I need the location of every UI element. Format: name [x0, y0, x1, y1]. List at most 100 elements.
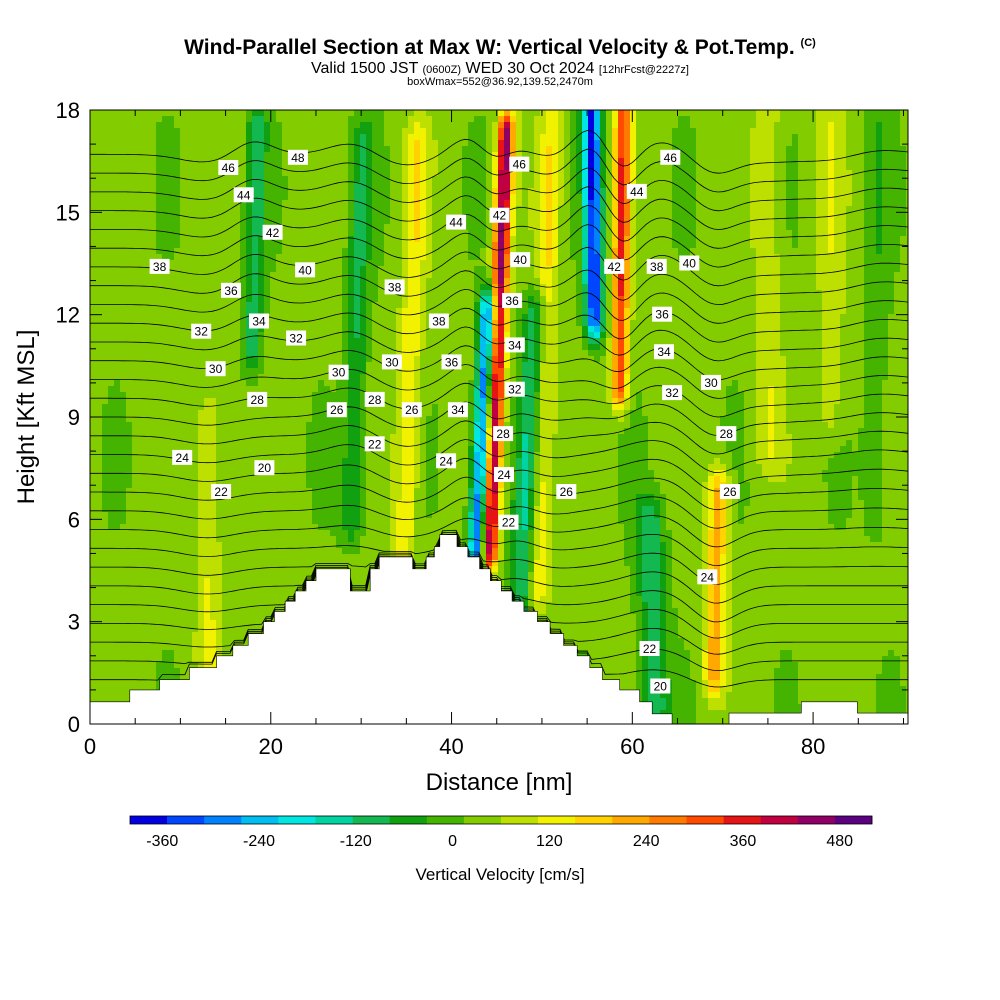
velocity-cell — [780, 140, 787, 147]
velocity-cell — [366, 320, 373, 327]
velocity-cell — [870, 116, 877, 123]
velocity-cell — [108, 110, 115, 117]
velocity-cell — [480, 236, 487, 243]
velocity-cell — [540, 278, 547, 285]
velocity-cell — [348, 146, 355, 153]
velocity-cell — [114, 314, 121, 321]
velocity-cell — [366, 230, 373, 237]
velocity-cell — [132, 206, 139, 213]
velocity-cell — [168, 170, 175, 177]
velocity-cell — [816, 116, 823, 123]
velocity-cell — [738, 152, 745, 159]
velocity-cell — [666, 182, 673, 189]
velocity-cell — [270, 278, 277, 285]
velocity-cell — [480, 152, 487, 159]
velocity-cell — [864, 290, 871, 297]
velocity-cell — [270, 302, 277, 309]
velocity-cell — [696, 224, 703, 231]
velocity-cell — [396, 152, 403, 159]
velocity-cell — [768, 110, 775, 117]
velocity-cell — [420, 260, 427, 267]
velocity-cell — [906, 296, 908, 303]
velocity-cell — [504, 248, 511, 255]
velocity-cell — [264, 248, 271, 255]
velocity-cell — [240, 278, 247, 285]
velocity-cell — [690, 290, 697, 297]
velocity-cell — [324, 248, 331, 255]
velocity-cell — [576, 218, 583, 225]
velocity-cell — [156, 230, 163, 237]
velocity-cell — [684, 128, 691, 135]
velocity-cell — [150, 122, 157, 129]
velocity-cell — [522, 314, 529, 321]
velocity-cell — [444, 254, 451, 261]
velocity-cell — [342, 110, 349, 117]
velocity-cell — [732, 230, 739, 237]
velocity-cell — [762, 158, 769, 165]
velocity-cell — [492, 128, 499, 135]
velocity-cell — [408, 272, 415, 279]
velocity-cell — [330, 212, 337, 219]
velocity-cell — [348, 302, 355, 309]
velocity-cell — [570, 140, 577, 147]
velocity-cell — [474, 212, 481, 219]
velocity-cell — [462, 260, 469, 267]
velocity-cell — [522, 188, 529, 195]
velocity-cell — [408, 164, 415, 171]
velocity-cell — [360, 260, 367, 267]
velocity-cell — [234, 212, 241, 219]
velocity-cell — [870, 230, 877, 237]
velocity-cell — [504, 230, 511, 237]
velocity-cell — [132, 248, 139, 255]
velocity-cell — [900, 254, 907, 261]
velocity-cell — [408, 110, 415, 117]
velocity-cell — [858, 200, 865, 207]
velocity-cell — [372, 116, 379, 123]
velocity-cell — [390, 242, 397, 249]
velocity-cell — [156, 116, 163, 123]
velocity-cell — [756, 194, 763, 201]
velocity-cell — [180, 326, 187, 333]
velocity-cell — [420, 254, 427, 261]
velocity-cell — [588, 164, 595, 171]
velocity-cell — [792, 182, 799, 189]
velocity-cell — [474, 122, 481, 129]
velocity-cell — [588, 218, 595, 225]
velocity-cell — [174, 284, 181, 291]
velocity-cell — [558, 122, 565, 129]
velocity-cell — [168, 110, 175, 117]
velocity-cell — [222, 140, 229, 147]
velocity-cell — [366, 122, 373, 129]
velocity-cell — [888, 170, 895, 177]
velocity-cell — [774, 182, 781, 189]
velocity-cell — [396, 224, 403, 231]
velocity-cell — [222, 302, 229, 309]
velocity-cell — [174, 194, 181, 201]
velocity-cell — [282, 134, 289, 141]
velocity-cell — [378, 248, 385, 255]
velocity-cell — [222, 260, 229, 267]
velocity-cell — [774, 200, 781, 207]
velocity-cell — [174, 158, 181, 165]
velocity-cell — [204, 134, 211, 141]
velocity-cell — [714, 206, 721, 213]
velocity-cell — [414, 188, 421, 195]
velocity-cell — [528, 158, 535, 165]
velocity-cell — [420, 158, 427, 165]
velocity-cell — [534, 128, 541, 135]
velocity-cell — [858, 158, 865, 165]
velocity-cell — [546, 194, 553, 201]
velocity-cell — [570, 236, 577, 243]
velocity-cell — [900, 200, 907, 207]
velocity-cell — [750, 302, 757, 309]
velocity-cell — [792, 164, 799, 171]
velocity-cell — [804, 170, 811, 177]
velocity-cell — [180, 236, 187, 243]
velocity-cell — [270, 260, 277, 267]
velocity-cell — [360, 182, 367, 189]
velocity-cell — [168, 266, 175, 273]
velocity-cell — [840, 266, 847, 273]
velocity-cell — [264, 206, 271, 213]
velocity-cell — [420, 194, 427, 201]
velocity-cell — [234, 326, 241, 333]
